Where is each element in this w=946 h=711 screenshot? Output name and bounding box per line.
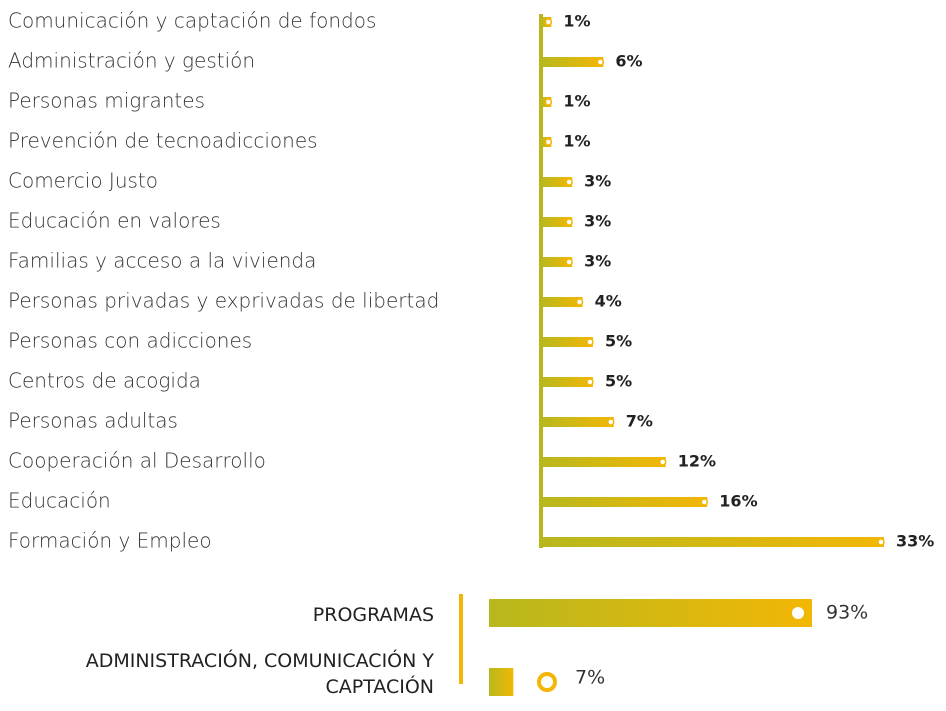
bar (541, 177, 573, 187)
category-label: Personas con adicciones (8, 329, 252, 353)
value-label: 3% (584, 212, 611, 231)
value-label: 7% (626, 412, 653, 431)
bar (489, 668, 514, 696)
category-label: Familias y acceso a la vivienda (8, 249, 316, 273)
bar-end-marker (544, 18, 553, 26)
bar (541, 337, 593, 347)
category-label: Formación y Empleo (8, 529, 212, 553)
bar-end-marker (607, 418, 615, 426)
bar (541, 257, 573, 267)
bar (541, 57, 604, 67)
bar-end-marker (565, 178, 573, 186)
category-label: Educación (8, 489, 111, 513)
value-label: 3% (584, 172, 611, 191)
bar-end-marker (586, 338, 594, 346)
bar-end-marker (544, 98, 553, 106)
value-label: 3% (584, 252, 611, 271)
value-label: 1% (563, 132, 590, 151)
bar-end-marker (658, 458, 667, 466)
category-label: Personas adultas (8, 409, 178, 433)
bar (541, 377, 593, 387)
bar-end-marker (596, 58, 605, 66)
value-label: 6% (615, 52, 642, 71)
category-label: Comunicación y captación de fondos (8, 9, 376, 33)
bar (541, 297, 583, 307)
bar (541, 457, 666, 467)
value-label: 7% (575, 667, 605, 689)
value-label: 5% (605, 332, 632, 351)
value-label: 1% (563, 92, 590, 111)
bar-end-marker (586, 378, 594, 386)
category-label: Educación en valores (8, 209, 221, 233)
bar-end-marker (537, 672, 557, 692)
value-label: 33% (896, 532, 934, 551)
value-label: 93% (826, 602, 868, 624)
bar (489, 599, 812, 627)
bar-end-marker (565, 218, 573, 226)
value-label: 5% (605, 372, 632, 391)
category-label: ADMINISTRACIÓN, COMUNICACIÓN Y CAPTACIÓN (85, 650, 434, 698)
bar-end-marker (788, 603, 808, 623)
bar-end-marker (565, 258, 573, 266)
bar (541, 537, 884, 547)
category-label: Personas migrantes (8, 89, 205, 113)
category-label: Prevención de tecnoadicciones (8, 129, 318, 153)
value-label: 1% (563, 12, 590, 31)
bar (541, 217, 573, 227)
bar-end-marker (544, 138, 553, 146)
category-label: Centros de acogida (8, 369, 201, 393)
bar (541, 417, 614, 427)
category-label: PROGRAMAS (312, 604, 434, 626)
bar-end-marker (575, 298, 584, 306)
bar (541, 497, 708, 507)
value-label: 4% (595, 292, 622, 311)
category-label: Comercio Justo (8, 169, 158, 193)
category-label: Administración y gestión (8, 49, 255, 73)
value-label: 16% (719, 492, 757, 511)
category-label: Personas privadas y exprivadas de libert… (8, 289, 439, 313)
category-label: Cooperación al Desarrollo (8, 449, 266, 473)
bar-end-marker (877, 538, 885, 546)
value-label: 12% (678, 452, 716, 471)
bar-end-marker (700, 498, 709, 506)
